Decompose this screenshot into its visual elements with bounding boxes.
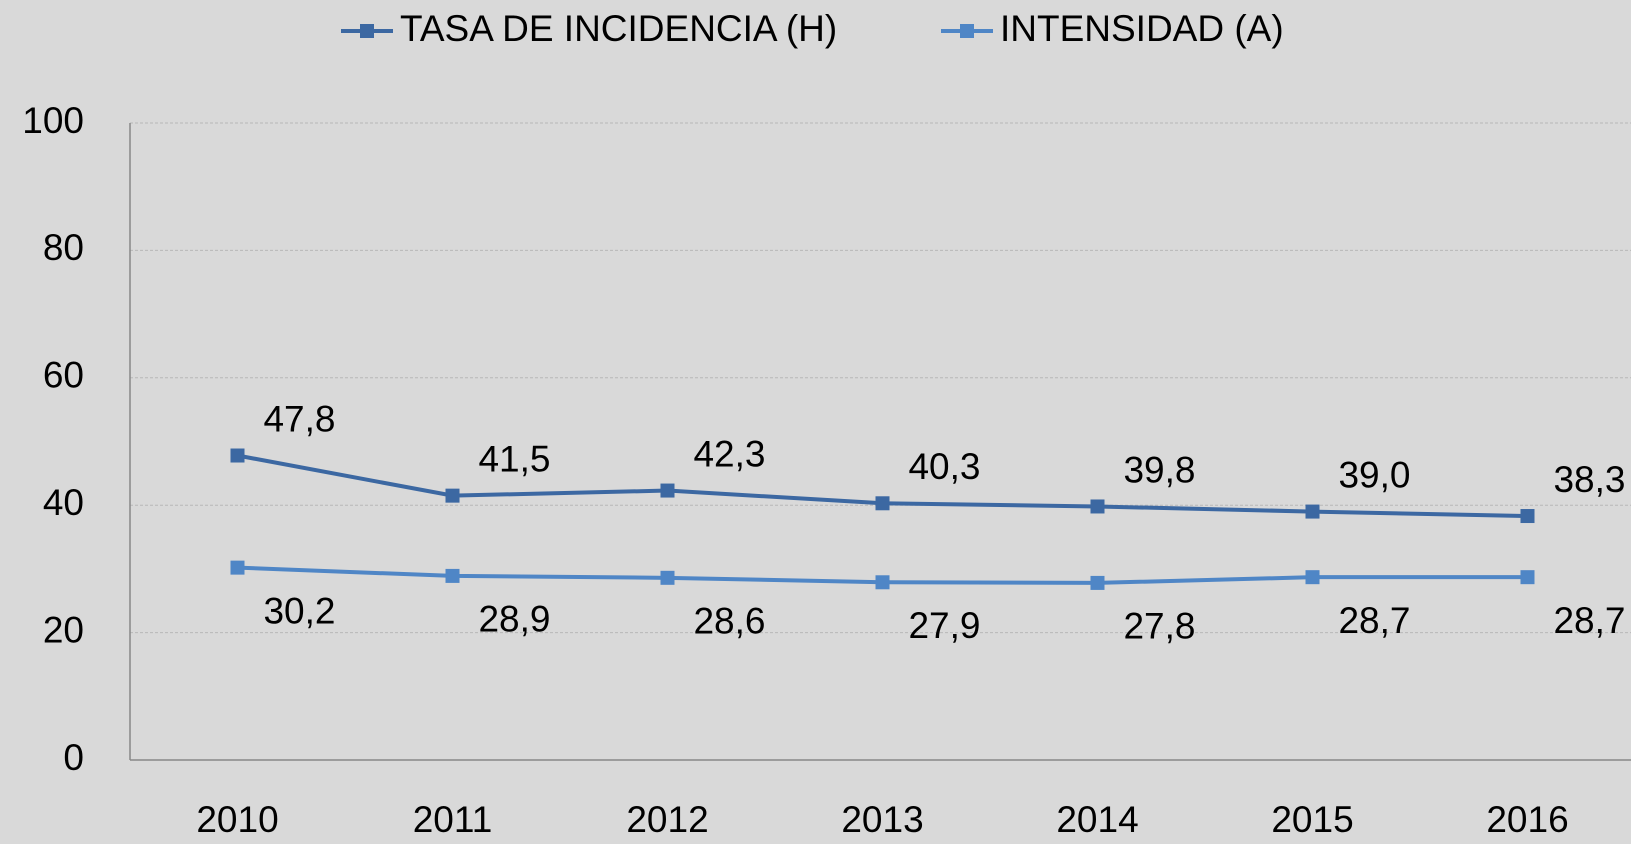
marker	[660, 483, 675, 498]
data-label: 41,5	[478, 438, 550, 479]
y-tick-label: 20	[43, 609, 84, 650]
x-tick-label: 2011	[413, 799, 493, 840]
marker	[1090, 575, 1105, 590]
x-tick-label: 2015	[1271, 799, 1353, 840]
x-tick-label: 2016	[1486, 799, 1568, 840]
legend-label: TASA DE INCIDENCIA (H)	[400, 8, 837, 49]
data-label: 40,3	[908, 446, 980, 487]
marker	[445, 568, 460, 583]
legend-marker	[360, 24, 374, 38]
marker	[230, 560, 245, 575]
data-label: 38,3	[1553, 459, 1625, 500]
data-label: 30,2	[263, 590, 335, 631]
data-label: 28,7	[1338, 600, 1410, 641]
data-label: 28,7	[1553, 600, 1625, 641]
data-label: 28,6	[693, 601, 765, 642]
data-label: 39,8	[1123, 449, 1195, 490]
y-tick-label: 80	[43, 227, 84, 268]
marker	[1305, 570, 1320, 585]
legend-marker	[960, 24, 974, 38]
x-tick-label: 2010	[196, 799, 278, 840]
y-tick-label: 40	[43, 482, 84, 523]
data-label: 27,9	[908, 605, 980, 646]
x-tick-label: 2014	[1056, 799, 1138, 840]
x-tick-label: 2013	[841, 799, 923, 840]
data-label: 28,9	[478, 599, 550, 640]
data-label: 47,8	[263, 398, 335, 439]
y-tick-label: 0	[63, 737, 84, 778]
data-label: 39,0	[1338, 454, 1410, 495]
marker	[1090, 499, 1105, 514]
y-tick-label: 100	[22, 100, 84, 141]
marker	[445, 488, 460, 503]
marker	[1520, 570, 1535, 585]
legend-label: INTENSIDAD (A)	[1000, 8, 1284, 49]
marker	[660, 570, 675, 585]
marker	[1305, 504, 1320, 519]
marker	[875, 496, 890, 511]
data-label: 27,8	[1123, 606, 1195, 647]
marker	[875, 575, 890, 590]
marker	[230, 448, 245, 463]
x-tick-label: 2012	[626, 799, 708, 840]
marker	[1520, 509, 1535, 524]
data-label: 42,3	[693, 433, 765, 474]
y-tick-label: 60	[43, 355, 84, 396]
